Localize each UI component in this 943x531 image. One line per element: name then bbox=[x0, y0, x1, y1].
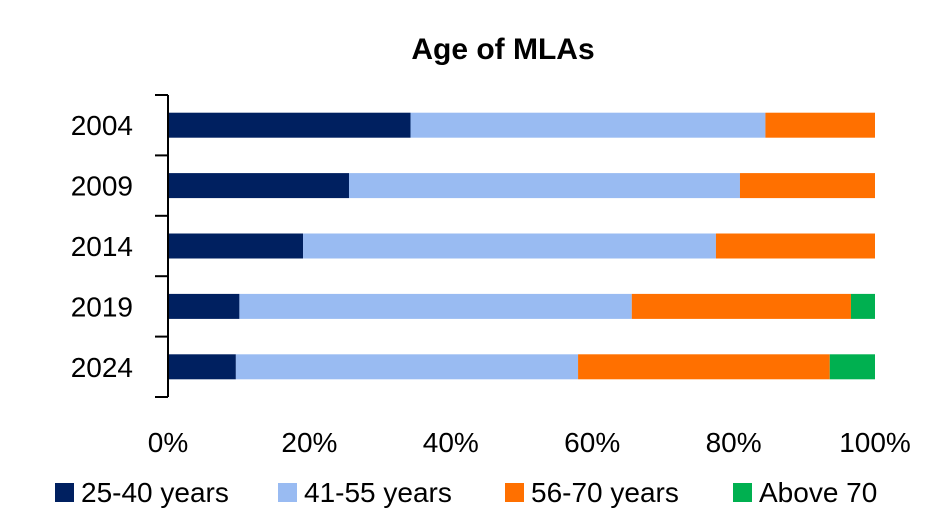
legend: 25-40 years 41-55 years 56-70 years Above 7… bbox=[55, 477, 877, 508]
y-tick-label-2019: 2019 bbox=[71, 291, 133, 322]
bar-2024-series-1 bbox=[168, 354, 236, 380]
bar-2004-series-3 bbox=[765, 112, 875, 138]
bar-2014-series-3 bbox=[715, 233, 875, 259]
bar-2024-series-4 bbox=[829, 354, 875, 380]
legend-swatch-4 bbox=[733, 483, 752, 502]
bar-2014-series-2 bbox=[303, 233, 716, 259]
bar-2014-series-1 bbox=[168, 233, 304, 259]
legend-swatch-3 bbox=[505, 483, 524, 502]
bar-2024-series-2 bbox=[235, 354, 579, 380]
x-tick-label-1: 20% bbox=[281, 427, 337, 458]
bar-2019-series-1 bbox=[168, 293, 240, 319]
y-tick-label-2014: 2014 bbox=[71, 231, 133, 262]
x-tick-label-0: 0% bbox=[148, 427, 188, 458]
bar-2009-series-3 bbox=[739, 173, 875, 199]
legend-label-2: 41-55 years bbox=[304, 477, 452, 508]
bar-2019-series-2 bbox=[239, 293, 632, 319]
x-tick-label-4: 80% bbox=[706, 427, 762, 458]
legend-label-1: 25-40 years bbox=[81, 477, 229, 508]
axes-group bbox=[155, 94, 169, 398]
x-tick-labels: 0% 20% 40% 60% 80% 100% bbox=[148, 427, 911, 458]
chart-title: Age of MLAs bbox=[411, 33, 594, 66]
x-tick-label-5: 100% bbox=[839, 427, 911, 458]
bar-2004-series-2 bbox=[410, 112, 766, 138]
bar-2024-series-3 bbox=[578, 354, 830, 380]
bar-2004-series-1 bbox=[168, 112, 411, 138]
x-tick-label-3: 60% bbox=[564, 427, 620, 458]
y-tick-labels: 2004 2009 2014 2019 2024 bbox=[71, 110, 133, 383]
bars-group bbox=[168, 112, 875, 380]
y-tick-label-2024: 2024 bbox=[71, 352, 133, 383]
bar-2009-series-1 bbox=[168, 173, 349, 199]
y-tick-label-2004: 2004 bbox=[71, 110, 133, 141]
legend-swatch-2 bbox=[278, 483, 297, 502]
legend-label-3: 56-70 years bbox=[531, 477, 679, 508]
bar-2019-series-3 bbox=[631, 293, 851, 319]
y-tick-label-2009: 2009 bbox=[71, 171, 133, 202]
bar-2009-series-2 bbox=[348, 173, 740, 199]
legend-swatch-1 bbox=[55, 483, 74, 502]
legend-label-4: Above 70 bbox=[759, 477, 877, 508]
bar-2019-series-4 bbox=[850, 293, 875, 319]
x-tick-label-2: 40% bbox=[423, 427, 479, 458]
